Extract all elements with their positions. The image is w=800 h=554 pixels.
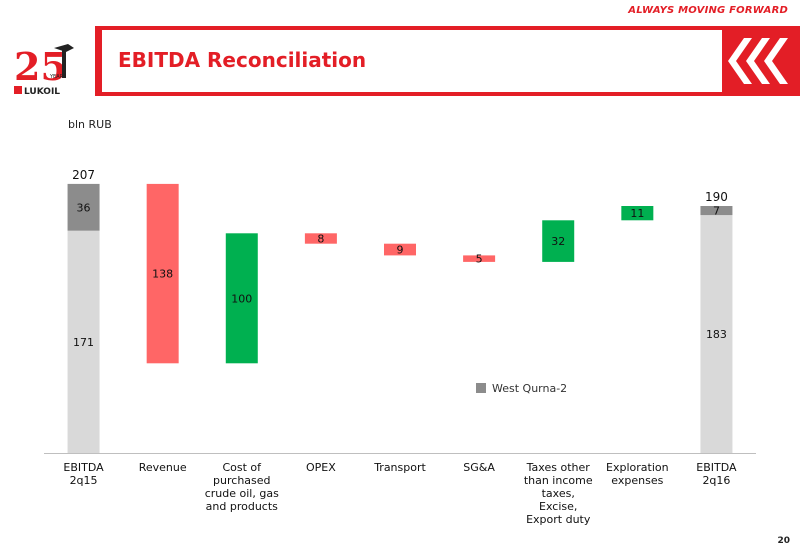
category-label: Cost of: [222, 461, 262, 474]
bar-value-label: 32: [551, 235, 565, 248]
bar-segment: [67, 230, 100, 453]
category-label: 2q16: [702, 474, 730, 487]
logo-text: LUKOIL: [24, 87, 60, 97]
logo-years: YEARS: [49, 74, 66, 80]
tagline: ALWAYS MOVING FORWARD: [628, 5, 788, 16]
category-label: Exploration: [606, 461, 669, 474]
category-label: expenses: [611, 474, 663, 487]
bar: [146, 183, 179, 364]
logo-number: 25: [14, 44, 67, 89]
bar: [304, 233, 337, 244]
bar-segment: [700, 206, 733, 216]
chevrons-icon: [728, 38, 788, 84]
category-label: Revenue: [139, 461, 187, 474]
category-label: Export duty: [526, 513, 591, 526]
header-band: EBITDA Reconciliation: [95, 26, 800, 96]
category-label: 2q15: [70, 474, 98, 487]
bar: [384, 243, 416, 256]
header-inner: EBITDA Reconciliation: [102, 30, 722, 92]
category-label: Taxes other: [526, 461, 591, 474]
bar-value-label: 171: [73, 336, 94, 349]
category-label: Excise,: [539, 500, 577, 513]
category-label: SG&A: [463, 461, 495, 474]
bar-value-label: 100: [231, 292, 252, 305]
bar: [225, 233, 258, 364]
bar-value-label: 183: [706, 328, 727, 341]
bar-segment: [67, 183, 100, 231]
bar-value-label: 9: [397, 244, 404, 257]
total-value-label: 190: [705, 190, 728, 204]
legend-label: West Qurna-2: [492, 382, 567, 395]
unit-label: bln RUB: [68, 118, 112, 131]
bar-segment: [700, 215, 733, 453]
bar-value-label: 138: [152, 268, 173, 281]
category-label: purchased: [213, 474, 270, 487]
lukoil-25-years-logo: 25 YEARS LUKOIL: [10, 40, 90, 100]
bar-value-label: 11: [630, 207, 644, 220]
bar: [463, 255, 496, 262]
category-label: and products: [206, 500, 278, 513]
bar-value-label: 7: [713, 205, 720, 218]
bar-value-label: 36: [77, 201, 91, 214]
category-label: OPEX: [306, 461, 336, 474]
bar: [542, 220, 575, 262]
category-label: than income: [524, 474, 593, 487]
page-title: EBITDA Reconciliation: [118, 48, 367, 72]
legend-swatch: [476, 383, 486, 393]
category-label: crude oil, gas: [205, 487, 279, 500]
total-value-label: 207: [72, 168, 95, 182]
bar-value-label: 8: [317, 233, 324, 246]
category-label: Transport: [373, 461, 426, 474]
bar-value-label: 5: [476, 253, 483, 266]
category-label: EBITDA: [696, 461, 737, 474]
page-number: 20: [777, 536, 790, 546]
category-label: taxes,: [542, 487, 575, 500]
category-label: EBITDA: [63, 461, 104, 474]
bar: [621, 206, 654, 221]
